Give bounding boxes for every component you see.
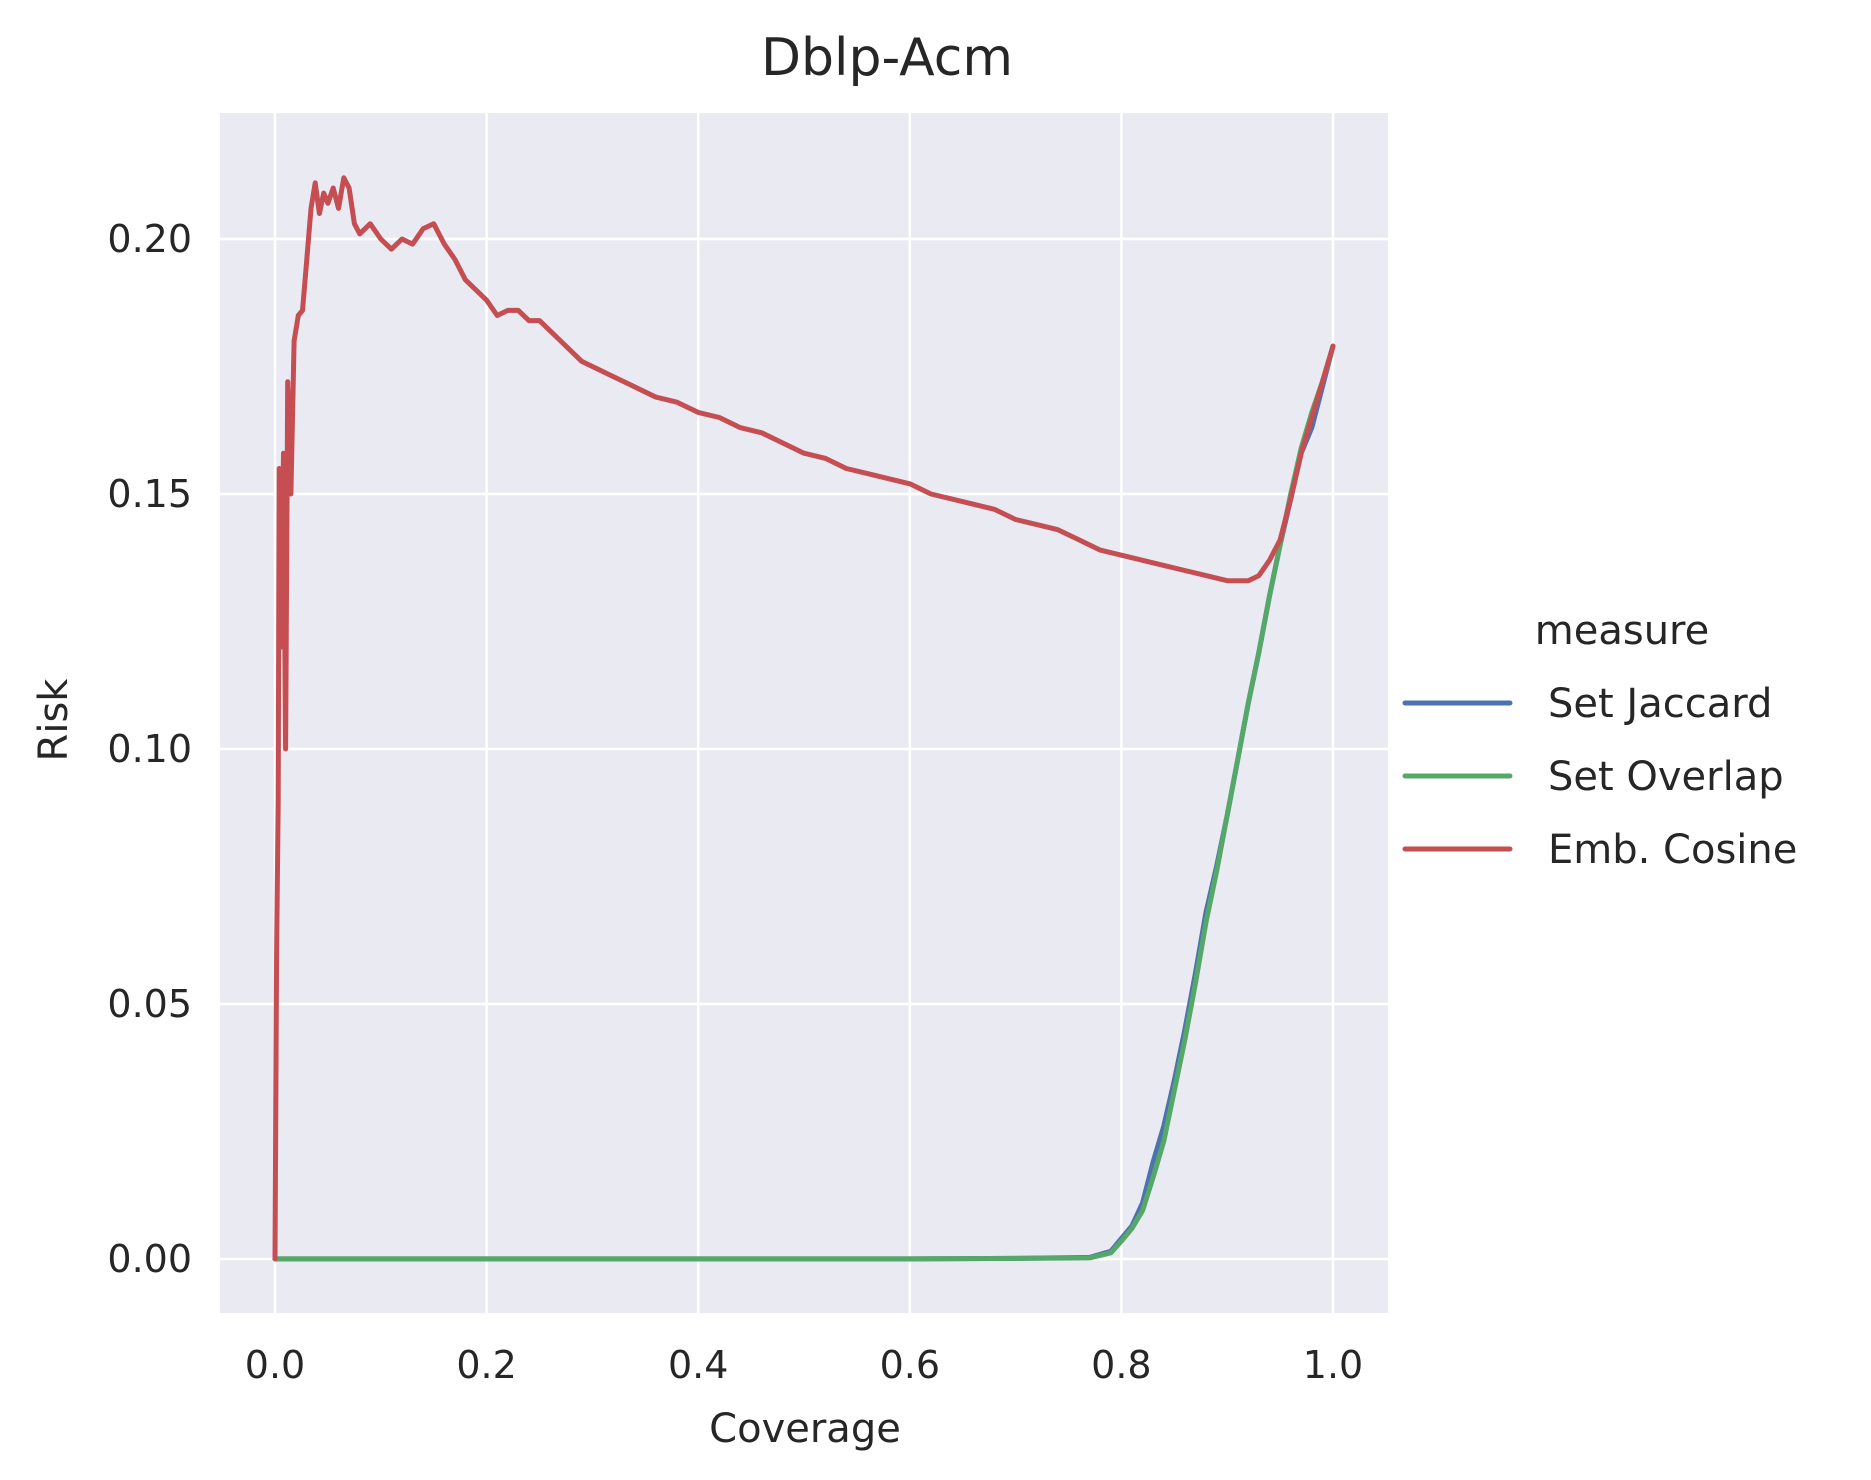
legend-title: measure [1535, 608, 1709, 654]
legend-label: Set Jaccard [1548, 681, 1772, 727]
legend-label: Set Overlap [1548, 754, 1784, 800]
x-tick-label: 1.0 [1303, 1343, 1363, 1387]
legend: measure Set Jaccard Set Overlap Emb. Cosin… [1402, 608, 1797, 873]
x-tick-label: 0.2 [456, 1343, 516, 1387]
legend-items: Set Jaccard Set Overlap Emb. Cosine [1402, 681, 1797, 873]
chart-title: Dblp-Acm [761, 28, 1013, 88]
tick-labels: 0.0 0.2 0.4 0.6 0.8 1.0 0.00 0.05 0.10 0.15 0.20 [107, 217, 1363, 1387]
y-axis-label: Risk [31, 678, 77, 762]
grid-lines [220, 113, 1388, 1313]
y-tick-label: 0.10 [107, 727, 192, 771]
plot-area-background [220, 113, 1388, 1313]
x-tick-label: 0.6 [880, 1343, 940, 1387]
x-tick-label: 0.4 [668, 1343, 728, 1387]
y-tick-label: 0.20 [107, 217, 192, 261]
y-tick-label: 0.05 [107, 982, 192, 1026]
y-tick-label: 0.15 [107, 472, 192, 516]
legend-label: Emb. Cosine [1548, 827, 1797, 873]
y-tick-label: 0.00 [107, 1237, 192, 1281]
x-axis-label: Coverage [709, 1406, 901, 1452]
series-line-2 [272, 175, 1336, 1262]
x-tick-label: 0.8 [1091, 1343, 1151, 1387]
x-tick-label: 0.0 [245, 1343, 305, 1387]
series-lines [272, 175, 1336, 1262]
